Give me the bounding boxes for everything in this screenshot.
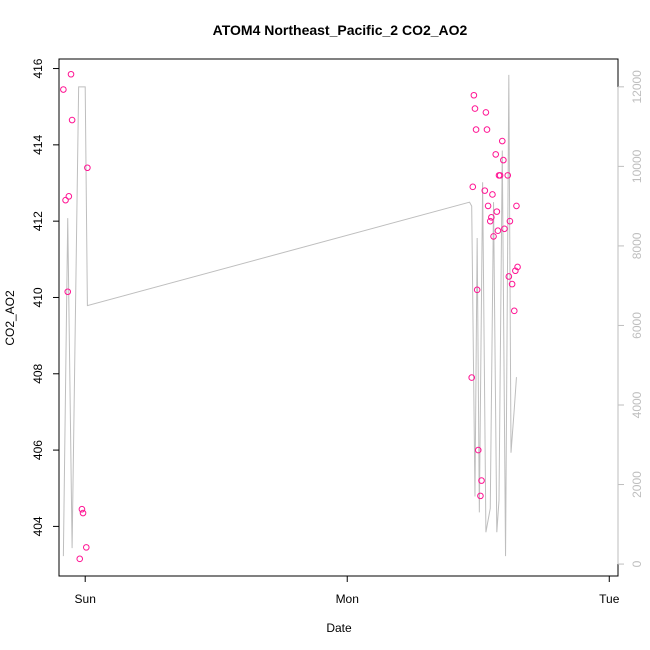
chart-title: ATOM4 Northeast_Pacific_2 CO2_AO2 [213, 22, 468, 38]
data-point [496, 172, 504, 179]
y2-tick-label: 6000 [630, 312, 644, 339]
y-tick-label: 410 [31, 287, 45, 307]
data-point [488, 214, 495, 221]
data-point [470, 91, 478, 99]
y2-tick-label: 0 [630, 560, 644, 567]
data-point [64, 288, 72, 296]
data-point [62, 196, 69, 204]
data-point [472, 126, 480, 133]
y2-tick-label: 4000 [630, 391, 644, 418]
data-point [82, 544, 90, 551]
data-point [68, 116, 76, 124]
x-axis-label: Date [326, 621, 352, 635]
y-tick-label: 406 [31, 440, 45, 460]
data-point [494, 227, 502, 234]
y-tick-label: 416 [31, 58, 45, 78]
data-point [506, 217, 514, 225]
data-point [490, 233, 497, 240]
y-axis-right: 0 2000 4000 6000 8000 10000 12000 [617, 70, 644, 567]
data-point [486, 217, 494, 225]
data-point [493, 208, 501, 215]
data-point [489, 191, 496, 198]
data-point [513, 202, 520, 210]
data-point [60, 86, 67, 93]
data-point [468, 374, 476, 381]
y2-tick-label: 2000 [630, 471, 644, 498]
data-point [471, 105, 479, 112]
data-point [500, 156, 507, 164]
data-point [508, 280, 516, 288]
x-axis: Sun Mon Tue [75, 575, 620, 606]
y-tick-label: 414 [31, 135, 45, 155]
y-tick-label: 404 [31, 516, 45, 536]
data-point [504, 172, 512, 179]
series-line-layer [62, 74, 517, 557]
series-points-layer [60, 70, 521, 563]
data-point [492, 151, 500, 158]
y-axis-label: CO2_AO2 [3, 290, 17, 346]
data-point [67, 70, 75, 78]
data-point [484, 202, 492, 210]
series-line [62, 74, 517, 557]
data-point [510, 307, 518, 315]
y2-tick-label: 10000 [630, 149, 644, 183]
y2-tick-label: 8000 [630, 232, 644, 259]
x-tick-label: Tue [599, 592, 620, 606]
data-point [76, 555, 84, 563]
data-point [473, 286, 481, 294]
x-tick-label: Mon [336, 592, 359, 606]
data-point [478, 477, 485, 484]
data-point [483, 126, 491, 133]
data-point [79, 509, 87, 517]
data-point [482, 109, 490, 116]
data-point [78, 505, 86, 513]
data-point [514, 263, 521, 271]
y2-tick-label: 12000 [630, 70, 644, 104]
data-point [469, 183, 477, 191]
plot-frame [58, 58, 619, 577]
data-point [481, 187, 489, 194]
data-point [498, 137, 506, 145]
data-point [501, 225, 508, 233]
data-point [84, 164, 91, 172]
data-point [505, 273, 513, 280]
data-point [474, 446, 482, 454]
x-tick-label: Sun [75, 592, 96, 606]
data-point [477, 492, 484, 500]
data-point [65, 193, 73, 200]
y-tick-label: 412 [31, 211, 45, 231]
y-tick-label: 408 [31, 363, 45, 383]
y-axis-left: 404 406 408 410 412 414 416 [31, 58, 59, 536]
